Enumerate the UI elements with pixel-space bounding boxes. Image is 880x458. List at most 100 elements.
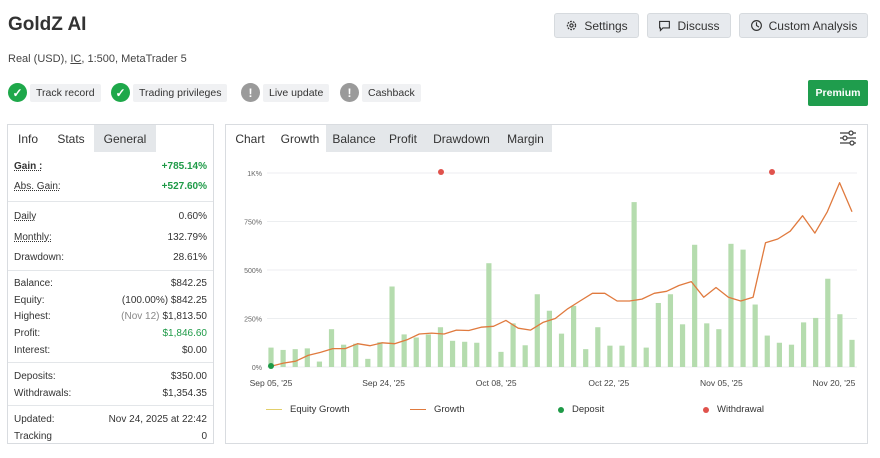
settings-label: Settings	[584, 18, 628, 33]
chart-bar	[607, 345, 613, 367]
divider	[8, 362, 213, 363]
broker-link[interactable]: IC	[70, 53, 82, 65]
stat-label: Equity:	[14, 294, 45, 306]
stat-label: Withdrawals:	[14, 387, 72, 399]
chart-bar	[534, 294, 540, 367]
subtitle-prefix: Real (USD),	[8, 53, 68, 65]
chart-bar	[365, 358, 371, 367]
stats-tabs: Info Stats General	[8, 125, 156, 152]
chart-bar	[704, 323, 710, 367]
legend-label: Equity Growth	[290, 404, 350, 415]
stat-value: +527.60%	[161, 180, 207, 192]
tab-growth[interactable]: Growth	[274, 125, 326, 152]
stat-value: $842.25	[170, 277, 207, 289]
stat-withdrawals: Withdrawals: $1,354.35	[14, 385, 207, 401]
x-tick-label: Nov 20, '25	[813, 378, 856, 388]
account-subtitle: Real (USD), IC, 1:500, MetaTrader 5	[8, 53, 187, 65]
tab-info[interactable]: Info	[8, 125, 48, 152]
stat-label: Profit:	[14, 327, 41, 339]
subtitle-suffix: , 1:500, MetaTrader 5	[81, 53, 187, 65]
divider	[8, 201, 213, 202]
tab-chart[interactable]: Chart	[226, 125, 274, 152]
growth-line	[270, 182, 853, 367]
page-title: GoldZ AI	[8, 14, 87, 35]
stat-interest: Interest: $0.00	[14, 342, 207, 358]
stat-deposits: Deposits: $350.00	[14, 368, 207, 384]
gear-icon	[567, 20, 577, 31]
chart-bar	[462, 341, 468, 367]
filter-settings-icon[interactable]	[839, 130, 857, 146]
chart-bar	[268, 347, 274, 367]
chart-bar	[353, 343, 359, 367]
y-tick-label: 500%	[244, 268, 262, 275]
chart-bar	[800, 322, 807, 367]
stat-equity: Equity: (100.00%) $842.25	[14, 292, 207, 308]
chart-bar	[716, 329, 722, 367]
chart-bar	[631, 202, 637, 367]
stat-highest: Highest: (Nov 12) $1,813.50	[14, 308, 207, 324]
settings-button[interactable]: Settings	[554, 13, 639, 38]
badge-cashback: ! Cashback	[340, 82, 421, 103]
premium-button[interactable]: Premium	[808, 80, 868, 106]
chart-bar	[692, 244, 698, 367]
chart-bar	[667, 294, 674, 367]
chart-bar	[510, 323, 516, 367]
chart-bar	[571, 305, 577, 367]
discuss-button[interactable]: Discuss	[647, 13, 731, 38]
chart-bar	[280, 349, 286, 367]
chart-bar	[328, 329, 335, 367]
chart-bar	[558, 333, 565, 367]
chart-bar	[728, 243, 734, 367]
stat-label: Gain :	[14, 160, 43, 172]
check-icon: ✓	[8, 83, 27, 102]
badge-trading-privileges: ✓ Trading privileges	[111, 82, 228, 103]
stat-label: Tracking	[14, 430, 52, 442]
tab-margin[interactable]: Margin	[499, 125, 552, 152]
tab-stats[interactable]: Stats	[48, 125, 94, 152]
y-tick-label: 1K%	[247, 171, 262, 178]
badge-label: Track record	[30, 83, 101, 102]
legend-growth: Growth	[410, 404, 465, 415]
stat-monthly: Monthly: 132.79%	[14, 229, 207, 245]
chart-bar	[837, 314, 843, 367]
divider	[8, 270, 213, 271]
x-tick-label: Oct 22, '25	[588, 378, 629, 388]
legend-swatch	[266, 408, 282, 411]
divider	[8, 405, 213, 406]
stat-label: Abs. Gain:	[14, 180, 61, 192]
chart-bar	[546, 310, 552, 367]
tab-profit[interactable]: Profit	[382, 125, 424, 152]
clock-icon	[750, 20, 762, 31]
stat-label: Deposits:	[14, 370, 56, 382]
chart-bar	[474, 342, 480, 367]
tab-drawdown[interactable]: Drawdown	[424, 125, 499, 152]
chart-bar	[583, 349, 589, 367]
stat-tracking: Tracking 0	[14, 428, 207, 444]
x-tick-label: Sep 05, '25	[250, 378, 293, 388]
legend-equity-growth: Equity Growth	[266, 404, 350, 415]
deposit-marker	[268, 363, 274, 369]
stat-label: Monthly:	[14, 231, 52, 243]
stat-drawdown: Drawdown: 28.61%	[14, 249, 207, 265]
stat-profit: Profit: $1,846.60	[14, 325, 207, 341]
stat-label: Updated:	[14, 413, 55, 425]
stat-value: +785.14%	[161, 160, 207, 172]
badge-label: Trading privileges	[133, 83, 228, 102]
growth-chart: 1K% 750% 500% 250% 0% Sep 05, '25 Sep 24, '25 O…	[244, 169, 857, 388]
stat-balance: Balance: $842.25	[14, 275, 207, 291]
legend-swatch	[558, 406, 564, 413]
stat-value: $0.00	[181, 344, 207, 356]
y-tick-label: 0%	[252, 365, 262, 372]
chart-bar	[341, 344, 347, 367]
tab-balance[interactable]: Balance	[326, 125, 382, 152]
badge-live-update: ! Live update	[241, 82, 330, 103]
legend-withdrawal: Withdrawal	[703, 404, 764, 415]
chart-bar	[437, 327, 444, 367]
chart-bar	[619, 345, 625, 367]
legend-label: Growth	[434, 404, 465, 415]
stat-label: Highest:	[14, 310, 51, 322]
discuss-label: Discuss	[677, 18, 720, 33]
custom-analysis-button[interactable]: Custom Analysis	[739, 13, 868, 38]
stat-value: $1,846.60	[162, 327, 208, 339]
tab-general[interactable]: General	[94, 125, 156, 152]
